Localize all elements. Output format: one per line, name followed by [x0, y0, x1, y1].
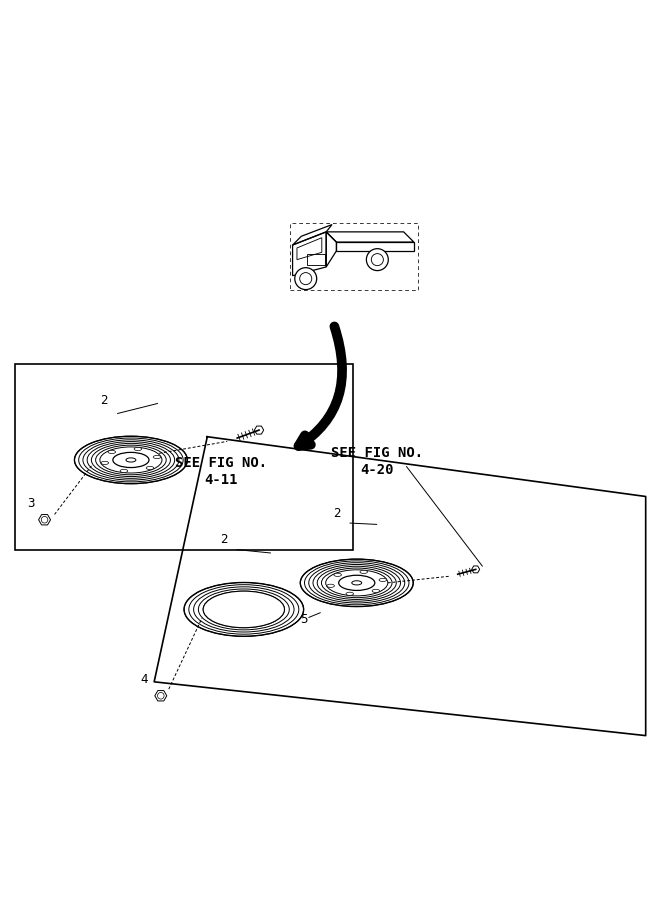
- Ellipse shape: [346, 592, 354, 596]
- Ellipse shape: [379, 579, 387, 581]
- Circle shape: [295, 267, 317, 290]
- Ellipse shape: [108, 450, 115, 454]
- Ellipse shape: [113, 453, 149, 468]
- Text: 2: 2: [220, 533, 227, 546]
- Text: 3: 3: [27, 497, 35, 509]
- Ellipse shape: [339, 575, 375, 590]
- Polygon shape: [39, 515, 51, 525]
- Ellipse shape: [134, 447, 141, 451]
- Text: 4-20: 4-20: [360, 463, 394, 477]
- Ellipse shape: [146, 466, 154, 470]
- Text: 4: 4: [141, 672, 148, 686]
- Polygon shape: [155, 690, 167, 701]
- Ellipse shape: [203, 591, 285, 627]
- Ellipse shape: [120, 469, 127, 473]
- Text: SEE FIG NO.: SEE FIG NO.: [331, 446, 423, 460]
- Polygon shape: [472, 566, 480, 572]
- Text: 2: 2: [101, 393, 108, 407]
- Ellipse shape: [126, 458, 136, 462]
- Circle shape: [366, 248, 388, 271]
- Ellipse shape: [352, 580, 362, 585]
- Text: 2: 2: [333, 507, 341, 519]
- Ellipse shape: [372, 590, 380, 592]
- Ellipse shape: [101, 462, 109, 464]
- Ellipse shape: [334, 573, 342, 576]
- Text: 4-11: 4-11: [204, 472, 237, 487]
- Ellipse shape: [360, 571, 368, 573]
- Ellipse shape: [153, 455, 161, 459]
- Ellipse shape: [327, 584, 334, 588]
- Polygon shape: [254, 426, 263, 434]
- Text: 5: 5: [300, 613, 307, 626]
- Text: SEE FIG NO.: SEE FIG NO.: [175, 456, 267, 471]
